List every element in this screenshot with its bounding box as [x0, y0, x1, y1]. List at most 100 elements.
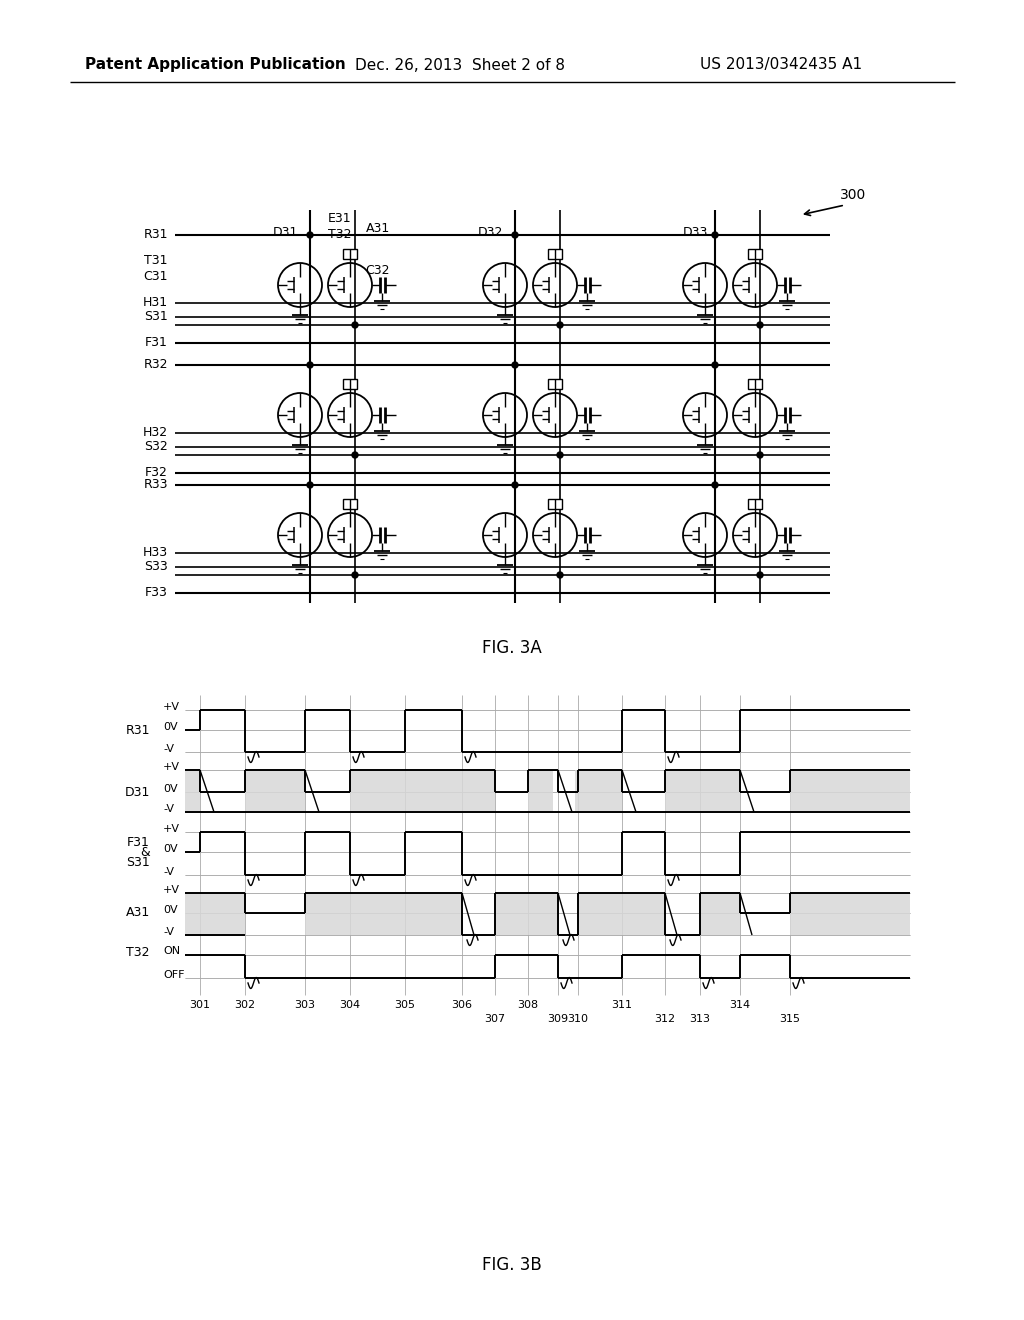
Bar [548, 379, 562, 389]
Bar [665, 770, 740, 812]
Circle shape [512, 482, 518, 488]
Circle shape [352, 451, 358, 458]
Bar [578, 894, 665, 935]
Bar [495, 894, 558, 935]
Circle shape [757, 322, 763, 327]
Text: R33: R33 [143, 479, 168, 491]
Text: T32: T32 [329, 227, 352, 240]
Bar [343, 249, 357, 259]
Bar [578, 894, 665, 935]
Bar [575, 770, 622, 812]
Bar [185, 770, 200, 812]
Text: 0V: 0V [163, 906, 177, 915]
Bar [748, 249, 762, 259]
Circle shape [557, 572, 563, 578]
Text: -V: -V [163, 804, 174, 814]
Circle shape [557, 322, 563, 327]
Text: US 2013/0342435 A1: US 2013/0342435 A1 [700, 58, 862, 73]
Text: F33: F33 [145, 586, 168, 599]
Text: 312: 312 [654, 1014, 676, 1024]
Bar [748, 379, 762, 389]
Text: 309: 309 [548, 1014, 568, 1024]
Text: R32: R32 [143, 359, 168, 371]
Text: FIG. 3B: FIG. 3B [482, 1257, 542, 1274]
Text: T32: T32 [127, 945, 150, 958]
Circle shape [712, 482, 718, 488]
Text: C32: C32 [365, 264, 389, 276]
Circle shape [557, 451, 563, 458]
Text: 300: 300 [840, 187, 866, 202]
Text: 0V: 0V [163, 784, 177, 795]
Text: D31: D31 [272, 226, 298, 239]
Bar [548, 249, 562, 259]
Bar [790, 770, 910, 812]
Bar [700, 894, 740, 935]
Text: C31: C31 [143, 271, 168, 284]
Text: 303: 303 [295, 1001, 315, 1010]
Bar [790, 894, 910, 935]
Circle shape [757, 572, 763, 578]
Circle shape [712, 232, 718, 238]
Text: +V: +V [163, 762, 180, 772]
Bar [343, 379, 357, 389]
Text: -V: -V [163, 867, 174, 876]
Bar [748, 499, 762, 510]
Text: Patent Application Publication: Patent Application Publication [85, 58, 346, 73]
Text: S31: S31 [144, 310, 168, 323]
Text: &: & [140, 846, 150, 858]
Text: FIG. 3A: FIG. 3A [482, 639, 542, 657]
Bar [548, 499, 562, 510]
Text: 301: 301 [189, 1001, 211, 1010]
Text: 308: 308 [517, 1001, 539, 1010]
Text: S33: S33 [144, 561, 168, 573]
Bar [185, 770, 200, 812]
Text: 315: 315 [779, 1014, 801, 1024]
Text: 310: 310 [567, 1014, 589, 1024]
Text: E31: E31 [328, 211, 352, 224]
Bar [665, 770, 740, 812]
Text: D32: D32 [477, 226, 503, 239]
Text: D33: D33 [682, 226, 708, 239]
Text: 306: 306 [452, 1001, 472, 1010]
Circle shape [352, 572, 358, 578]
Bar [245, 770, 305, 812]
Text: D31: D31 [125, 785, 150, 799]
Bar [305, 894, 462, 935]
Text: -V: -V [163, 927, 174, 937]
Text: 304: 304 [339, 1001, 360, 1010]
Text: A31: A31 [126, 907, 150, 920]
Circle shape [307, 232, 313, 238]
Text: H31: H31 [143, 297, 168, 309]
Text: 311: 311 [611, 1001, 633, 1010]
Bar [305, 894, 462, 935]
Circle shape [512, 232, 518, 238]
Text: F32: F32 [145, 466, 168, 479]
Bar [350, 770, 495, 812]
Text: ON: ON [163, 946, 180, 956]
Text: S31: S31 [126, 855, 150, 869]
Text: OFF: OFF [163, 970, 184, 979]
Text: 305: 305 [394, 1001, 416, 1010]
Bar [185, 894, 245, 935]
Text: 0V: 0V [163, 722, 177, 733]
Circle shape [307, 362, 313, 368]
Text: R31: R31 [143, 228, 168, 242]
Circle shape [512, 362, 518, 368]
Text: +V: +V [163, 824, 180, 834]
Text: 0V: 0V [163, 843, 177, 854]
Text: H32: H32 [143, 426, 168, 440]
Bar [343, 499, 357, 510]
Text: A31: A31 [366, 222, 390, 235]
Text: T31: T31 [144, 253, 168, 267]
Text: F31: F31 [145, 337, 168, 350]
Bar [185, 894, 245, 935]
Text: S32: S32 [144, 441, 168, 454]
Text: +V: +V [163, 702, 180, 711]
Bar [350, 770, 495, 812]
Bar [495, 894, 558, 935]
Circle shape [307, 482, 313, 488]
Bar [790, 770, 910, 812]
Text: Dec. 26, 2013  Sheet 2 of 8: Dec. 26, 2013 Sheet 2 of 8 [355, 58, 565, 73]
Text: 314: 314 [729, 1001, 751, 1010]
Text: -V: -V [163, 744, 174, 754]
